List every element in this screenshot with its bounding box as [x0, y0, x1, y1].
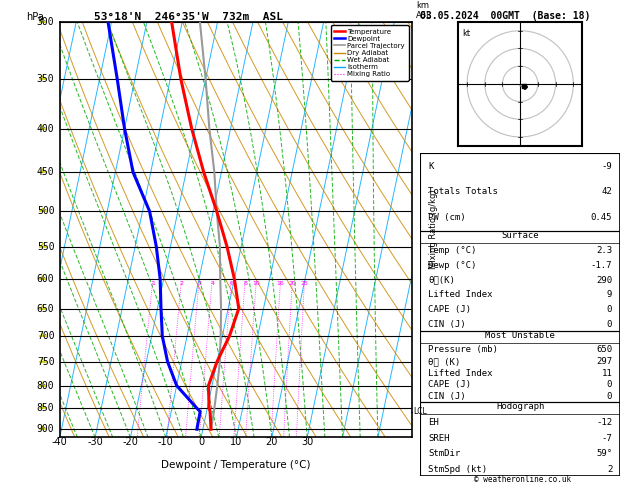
- Text: Hodograph: Hodograph: [496, 402, 544, 411]
- Text: -30: -30: [87, 437, 103, 448]
- Text: 0: 0: [607, 320, 612, 329]
- Text: -20: -20: [123, 437, 138, 448]
- Text: 42: 42: [601, 188, 612, 196]
- Text: -1.7: -1.7: [591, 261, 612, 270]
- Text: -10: -10: [158, 437, 174, 448]
- Text: 30: 30: [301, 437, 313, 448]
- Text: Most Unstable: Most Unstable: [485, 331, 555, 340]
- Text: 750: 750: [37, 357, 55, 366]
- Text: 25: 25: [301, 281, 309, 286]
- Text: 0: 0: [607, 381, 612, 389]
- Text: 300: 300: [37, 17, 55, 27]
- Text: 700: 700: [37, 331, 55, 341]
- Text: SREH: SREH: [428, 434, 450, 443]
- Text: Dewp (°C): Dewp (°C): [428, 261, 477, 270]
- Text: θᴇ (K): θᴇ (K): [428, 357, 460, 366]
- Text: 6: 6: [230, 281, 233, 286]
- Text: 450: 450: [37, 167, 55, 177]
- Text: 10: 10: [252, 281, 260, 286]
- Text: 9: 9: [607, 290, 612, 299]
- Text: 2: 2: [179, 281, 184, 286]
- Text: Pressure (mb): Pressure (mb): [428, 345, 498, 354]
- Text: 20: 20: [289, 281, 296, 286]
- Text: 1: 1: [151, 281, 155, 286]
- Text: 650: 650: [596, 345, 612, 354]
- Legend: Temperature, Dewpoint, Parcel Trajectory, Dry Adiabat, Wet Adiabat, Isotherm, Mi: Temperature, Dewpoint, Parcel Trajectory…: [331, 25, 408, 81]
- Text: -9: -9: [601, 161, 612, 171]
- Text: EH: EH: [428, 418, 439, 427]
- Text: CAPE (J): CAPE (J): [428, 305, 471, 314]
- Text: LCL: LCL: [413, 407, 427, 416]
- Text: -12: -12: [596, 418, 612, 427]
- Text: 800: 800: [37, 381, 55, 391]
- Text: 900: 900: [37, 424, 55, 434]
- Text: Lifted Index: Lifted Index: [428, 369, 493, 378]
- Text: CAPE (J): CAPE (J): [428, 381, 471, 389]
- Text: 0: 0: [607, 305, 612, 314]
- Text: Dewpoint / Temperature (°C): Dewpoint / Temperature (°C): [161, 460, 311, 470]
- Text: 0: 0: [607, 392, 612, 401]
- Text: -40: -40: [52, 437, 68, 448]
- Text: CIN (J): CIN (J): [428, 320, 466, 329]
- Text: 650: 650: [37, 304, 55, 313]
- Text: 3: 3: [198, 281, 201, 286]
- Text: 290: 290: [596, 276, 612, 285]
- Text: StmSpd (kt): StmSpd (kt): [428, 465, 487, 474]
- Text: 53°18'N  246°35'W  732m  ASL: 53°18'N 246°35'W 732m ASL: [94, 12, 283, 22]
- Text: 4: 4: [210, 281, 214, 286]
- Text: hPa: hPa: [26, 12, 44, 22]
- Text: © weatheronline.co.uk: © weatheronline.co.uk: [474, 474, 571, 484]
- Text: Surface: Surface: [501, 231, 539, 240]
- Text: 0.45: 0.45: [591, 213, 612, 222]
- Text: PW (cm): PW (cm): [428, 213, 466, 222]
- Text: km
ASL: km ASL: [416, 1, 432, 20]
- Text: 500: 500: [37, 206, 55, 216]
- Text: θᴇ(K): θᴇ(K): [428, 276, 455, 285]
- Text: 400: 400: [37, 123, 55, 134]
- Text: 600: 600: [37, 274, 55, 284]
- Text: StmDir: StmDir: [428, 449, 460, 458]
- Text: 850: 850: [37, 403, 55, 413]
- Text: 11: 11: [601, 369, 612, 378]
- Text: -7: -7: [601, 434, 612, 443]
- Text: Totals Totals: Totals Totals: [428, 188, 498, 196]
- Text: 03.05.2024  00GMT  (Base: 18): 03.05.2024 00GMT (Base: 18): [420, 11, 591, 21]
- Text: 550: 550: [37, 242, 55, 252]
- Text: 2: 2: [607, 465, 612, 474]
- Text: Mixing Ratio (g/kg): Mixing Ratio (g/kg): [428, 190, 438, 269]
- Text: 20: 20: [265, 437, 278, 448]
- Text: 0: 0: [198, 437, 204, 448]
- Text: K: K: [428, 161, 433, 171]
- Text: 2.3: 2.3: [596, 246, 612, 256]
- Text: 8: 8: [243, 281, 247, 286]
- Text: 10: 10: [230, 437, 243, 448]
- Text: 16: 16: [277, 281, 284, 286]
- Text: 297: 297: [596, 357, 612, 366]
- Text: Lifted Index: Lifted Index: [428, 290, 493, 299]
- Text: Temp (°C): Temp (°C): [428, 246, 477, 256]
- Text: 350: 350: [37, 74, 55, 84]
- Text: kt: kt: [462, 29, 470, 38]
- Text: 59°: 59°: [596, 449, 612, 458]
- Text: CIN (J): CIN (J): [428, 392, 466, 401]
